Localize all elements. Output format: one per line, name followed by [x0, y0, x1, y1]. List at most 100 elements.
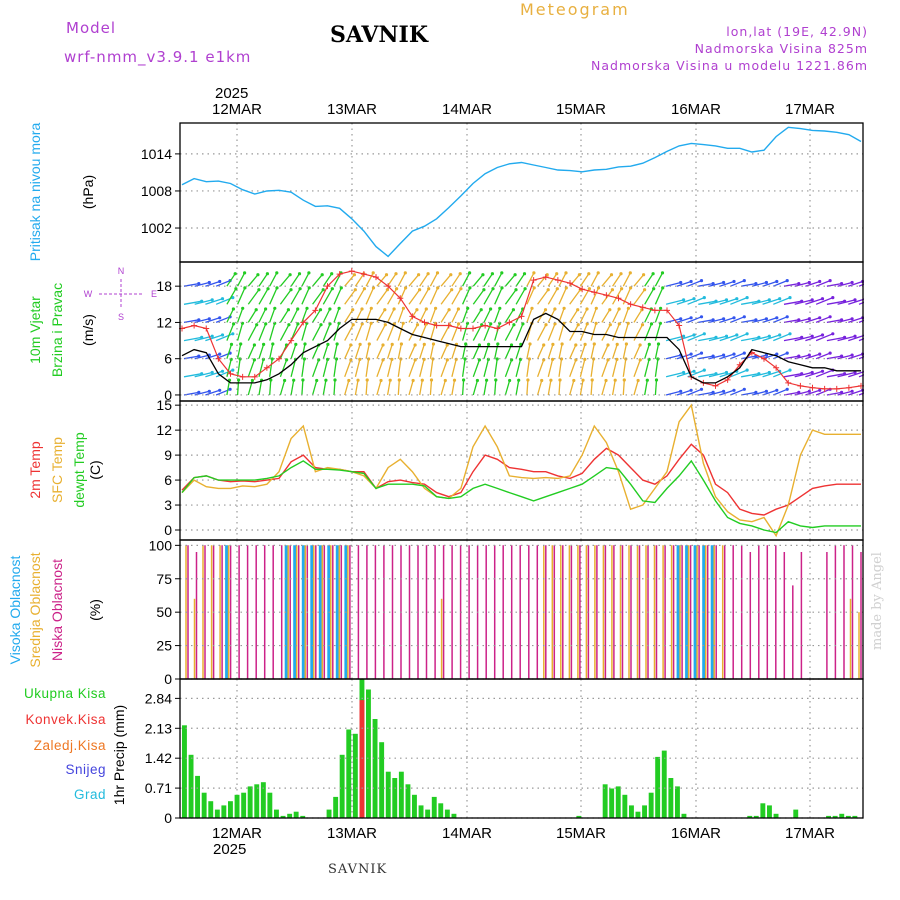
- wind-arrow-head: [255, 323, 259, 327]
- wind-arrow-head: [613, 378, 617, 382]
- wind-arrow: [344, 289, 356, 305]
- wind-arrow: [708, 371, 727, 378]
- wind-arrow: [386, 323, 395, 341]
- wind-arrow-head: [532, 286, 536, 290]
- wind-arrow: [290, 273, 301, 287]
- wind-arrow: [376, 380, 382, 396]
- wind-arrow: [708, 335, 727, 342]
- y-tick-label: 3: [164, 497, 172, 513]
- wind-arrow: [751, 390, 767, 396]
- wind-arrow-head: [252, 358, 256, 362]
- wind-arrow: [773, 388, 788, 396]
- wind-arrow: [354, 359, 361, 377]
- precip-bar: [280, 815, 286, 818]
- wind-arrow-head: [679, 280, 683, 285]
- wind-arrow: [247, 324, 258, 341]
- wind-arrow: [247, 344, 255, 359]
- wind-arrow: [258, 323, 267, 341]
- y-tick-label: 0: [164, 387, 172, 403]
- wind-arrow-head: [587, 287, 592, 291]
- wind-arrow: [205, 317, 220, 324]
- wind-arrow-head: [207, 317, 211, 321]
- wind-gust-marker: [651, 307, 658, 314]
- wind-arrow-head: [485, 378, 489, 382]
- wind-arrow: [526, 343, 531, 359]
- wind-arrow-head: [369, 321, 373, 325]
- precip-bar: [681, 813, 687, 818]
- wind-arrow-head: [722, 389, 726, 393]
- wind-arrow-head: [785, 315, 789, 319]
- wind-arrow: [354, 288, 365, 305]
- wind-arrow: [601, 309, 611, 323]
- wind-arrow-head: [468, 286, 472, 290]
- wind-arrow-head: [745, 332, 749, 336]
- y-axis-label: 2m Temp: [27, 441, 43, 499]
- wind-arrow: [290, 359, 297, 377]
- wind-arrow: [440, 324, 451, 341]
- wind-arrow-head: [558, 378, 562, 382]
- wind-gust-marker: [579, 286, 586, 293]
- wind-arrow: [333, 287, 342, 305]
- wind-arrow-head: [286, 308, 290, 312]
- wind-arrow: [344, 309, 354, 323]
- wind-gust-marker: [567, 280, 573, 287]
- wind-arrow-head: [243, 286, 247, 290]
- y-axis-label: (m/s): [80, 314, 96, 346]
- wind-arrow: [483, 359, 490, 377]
- wind-arrow-head: [498, 306, 502, 310]
- wind-arrow: [269, 287, 278, 305]
- wind-arrow: [365, 323, 372, 341]
- x-tick-top: 16MAR: [671, 101, 721, 118]
- wind-arrow: [247, 274, 259, 287]
- wind-arrow-head: [583, 357, 587, 361]
- wind-arrow-head: [415, 308, 419, 312]
- wind-arrow-head: [788, 296, 792, 300]
- wind-arrow: [387, 288, 398, 305]
- wind-arrow-head: [622, 378, 626, 382]
- wind-arrow: [247, 289, 260, 305]
- wind-arrow: [215, 279, 231, 287]
- wind-arrow-head: [810, 370, 814, 375]
- wind-arrow-head: [549, 378, 553, 382]
- wind-arrow: [848, 317, 863, 324]
- wind-arrow: [451, 359, 457, 377]
- wind-arrow-head: [689, 352, 693, 356]
- wind-arrow-head: [321, 288, 325, 292]
- wind-arrow-head: [732, 316, 736, 320]
- wind-arrow-head: [767, 370, 771, 375]
- wind-arrow-head: [371, 271, 375, 275]
- wind-arrow: [633, 274, 645, 287]
- wind-arrow: [783, 373, 802, 378]
- y-tick-label: 12: [156, 314, 172, 330]
- wind-arrow: [226, 308, 234, 323]
- wind-gust-marker: [761, 355, 767, 362]
- wind-arrow-head: [560, 342, 564, 346]
- wind-arrow-head: [699, 387, 704, 391]
- wind-arrow: [483, 308, 492, 323]
- wind-arrow-head: [358, 342, 362, 346]
- wind-arrow: [633, 324, 644, 341]
- wind-arrow: [247, 309, 257, 323]
- wind-arrow-head: [351, 308, 355, 312]
- y-tick-label: 6: [164, 472, 172, 488]
- wind-arrow-head: [517, 378, 521, 382]
- precip-bar: [359, 700, 365, 818]
- y-axis-label: 10m Vjetar: [27, 296, 43, 364]
- wind-arrow: [547, 380, 552, 396]
- wind-arrow-head: [210, 334, 214, 338]
- wind-arrow-head: [337, 306, 341, 310]
- wind-arrow: [622, 308, 630, 323]
- wind-arrow: [504, 344, 513, 359]
- wind-gust-marker: [494, 325, 501, 332]
- wind-arrow-head: [638, 358, 642, 362]
- wind-arrow-head: [528, 342, 532, 346]
- wind-arrow-head: [522, 272, 527, 276]
- y-tick-label: 0.71: [145, 780, 172, 796]
- wind-arrow: [451, 323, 460, 341]
- wind-gust-marker: [276, 355, 282, 362]
- wind-arrow: [622, 272, 631, 287]
- wind-arrow-head: [500, 286, 504, 290]
- wind-arrow: [837, 318, 853, 324]
- precip-bar: [293, 811, 299, 818]
- wind-arrow: [312, 289, 324, 305]
